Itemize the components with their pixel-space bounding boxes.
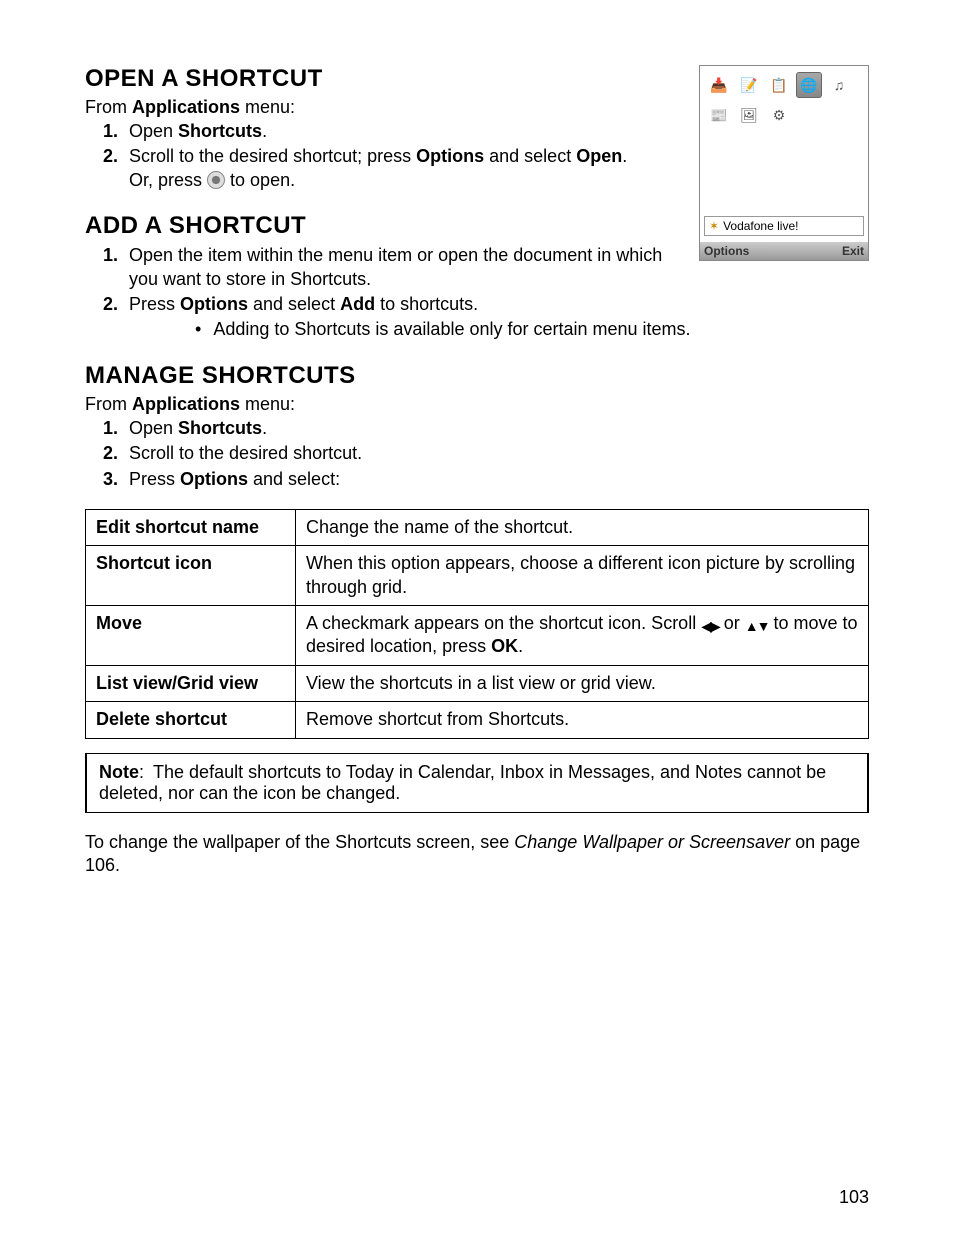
shortcut-icon: 📝	[736, 72, 762, 98]
shortcut-icon: 📋	[766, 72, 792, 98]
note-box: Note: The default shortcuts to Today in …	[85, 753, 869, 813]
text-bold: Shortcuts	[178, 121, 262, 141]
option-desc: A checkmark appears on the shortcut icon…	[296, 606, 869, 666]
section-manage-shortcuts: MANAGE SHORTCUTS From Applications menu:…	[85, 362, 869, 878]
text: Scroll to the desired shortcut; press	[129, 146, 416, 166]
text: To change the wallpaper of the Shortcuts…	[85, 832, 514, 852]
shortcut-icon-selected: 🌐	[796, 72, 822, 98]
table-row: Shortcut icon When this option appears, …	[86, 546, 869, 606]
softkey-left: Options	[704, 244, 749, 258]
table-row: Edit shortcut name Change the name of th…	[86, 509, 869, 545]
text: .	[518, 636, 523, 656]
text: .	[262, 418, 267, 438]
screenshot-icon-grid: 📥 📝 📋 🌐 ♫ 📰 🖼 ⚙	[700, 66, 868, 134]
step: Press Options and select:	[123, 468, 869, 491]
text: and select	[484, 146, 576, 166]
steps-manage: Open Shortcuts. Scroll to the desired sh…	[85, 417, 869, 491]
table-row: Move A checkmark appears on the shortcut…	[86, 606, 869, 666]
text: Press	[129, 469, 180, 489]
text-bold: Applications	[132, 97, 240, 117]
note-label: Note	[99, 762, 139, 782]
options-table: Edit shortcut name Change the name of th…	[85, 509, 869, 739]
softkey-right: Exit	[842, 244, 864, 258]
text-bold: Add	[340, 294, 375, 314]
table-row: Delete shortcut Remove shortcut from Sho…	[86, 702, 869, 738]
text: menu:	[240, 394, 295, 414]
arrows-left-right-icon: ◀▶	[701, 617, 719, 635]
star-icon: ✶	[709, 219, 719, 233]
wallpaper-reference: To change the wallpaper of the Shortcuts…	[85, 831, 869, 878]
step: Open the item within the menu item or op…	[123, 244, 693, 291]
intro-manage: From Applications menu:	[85, 394, 869, 415]
step: Open Shortcuts.	[123, 417, 869, 440]
text: to open.	[225, 170, 295, 190]
heading-manage-shortcuts: MANAGE SHORTCUTS	[85, 362, 869, 390]
text-italic: Change Wallpaper or Screensaver	[514, 832, 790, 852]
step: Scroll to the desired shortcut; press Op…	[123, 145, 655, 192]
step: Press Options and select Add to shortcut…	[123, 293, 869, 342]
option-desc: Change the name of the shortcut.	[296, 509, 869, 545]
sub-bullets: Adding to Shortcuts is available only fo…	[129, 318, 869, 341]
text: menu:	[240, 97, 295, 117]
table-row: List view/Grid view View the shortcuts i…	[86, 665, 869, 701]
step: Open Shortcuts.	[123, 120, 655, 143]
text: A checkmark appears on the shortcut icon…	[306, 613, 701, 633]
text-bold: Shortcuts	[178, 418, 262, 438]
text: Open	[129, 121, 178, 141]
option-label: Shortcut icon	[86, 546, 296, 606]
shortcut-icon: 🖼	[736, 102, 762, 128]
text: Press	[129, 294, 180, 314]
text: :	[139, 762, 144, 782]
text: or	[719, 613, 745, 633]
steps-open: Open Shortcuts. Scroll to the desired sh…	[85, 120, 655, 192]
option-label: Delete shortcut	[86, 702, 296, 738]
text-bold: OK	[491, 636, 518, 656]
text: From	[85, 394, 132, 414]
phone-screenshot: 📥 📝 📋 🌐 ♫ 📰 🖼 ⚙ ✶ Vodafone live! Options…	[699, 65, 869, 261]
arrows-up-down-icon: ▲▼	[745, 617, 769, 635]
text: and select	[248, 294, 340, 314]
page-number: 103	[839, 1187, 869, 1208]
text: to shortcuts.	[375, 294, 478, 314]
text-bold: Applications	[132, 394, 240, 414]
screenshot-softkeys: Options Exit	[700, 242, 868, 260]
shortcut-icon: 📥	[706, 72, 732, 98]
option-label: Move	[86, 606, 296, 666]
option-label: Edit shortcut name	[86, 509, 296, 545]
screenshot-caption: ✶ Vodafone live!	[704, 216, 864, 236]
option-desc: Remove shortcut from Shortcuts.	[296, 702, 869, 738]
option-desc: View the shortcuts in a list view or gri…	[296, 665, 869, 701]
center-button-icon	[207, 171, 225, 189]
note-text: The default shortcuts to Today in Calend…	[99, 762, 826, 803]
step: Scroll to the desired shortcut.	[123, 442, 869, 465]
text: Open	[129, 418, 178, 438]
text: From	[85, 97, 132, 117]
shortcut-icon: ⚙	[766, 102, 792, 128]
text: .	[262, 121, 267, 141]
text: and select:	[248, 469, 340, 489]
bullet: Adding to Shortcuts is available only fo…	[189, 318, 869, 341]
shortcut-icon: ♫	[826, 72, 852, 98]
option-label: List view/Grid view	[86, 665, 296, 701]
text-bold: Open	[576, 146, 622, 166]
shortcut-icon: 📰	[706, 102, 732, 128]
screenshot-caption-label: Vodafone live!	[723, 219, 798, 233]
text-bold: Options	[416, 146, 484, 166]
text-bold: Options	[180, 469, 248, 489]
option-desc: When this option appears, choose a diffe…	[296, 546, 869, 606]
text-bold: Options	[180, 294, 248, 314]
